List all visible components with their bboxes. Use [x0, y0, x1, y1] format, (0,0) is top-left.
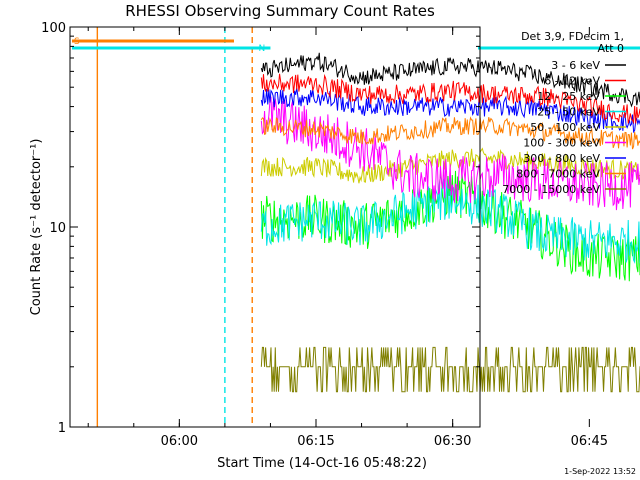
chart-title: RHESSI Observing Summary Count Rates	[125, 2, 435, 20]
legend-label-6: 300 - 800 keV	[523, 152, 600, 165]
legend-label-7: 800 - 7000 keV	[516, 168, 600, 181]
timestamp: 1-Sep-2022 13:52	[564, 467, 636, 476]
series-group	[260, 52, 640, 393]
x-tick-label-0: 06:00	[161, 434, 198, 449]
flag-label-1: N	[258, 44, 265, 54]
legend: 3 - 6 keV 6 - 12 keV 12 - 25 keV 25 - 50 ke…	[502, 59, 626, 196]
legend-label-3: 25 - 50 keV	[537, 106, 600, 119]
legend-label-1: 6 - 12 keV	[544, 75, 600, 88]
legend-header-line2: Att 0	[598, 42, 624, 55]
x-tick-label-2: 06:30	[434, 434, 471, 449]
x-axis-label: Start Time (14-Oct-16 05:48:22)	[217, 456, 427, 471]
legend-label-4: 50 - 100 keV	[530, 121, 600, 134]
y-tick-label-1: 10	[49, 221, 66, 236]
x-tick-label-1: 06:15	[297, 434, 334, 449]
legend-header-line1: Det 3,9, FDecim 1,	[521, 30, 624, 43]
legend-label-0: 3 - 6 keV	[551, 59, 600, 72]
y-tick-label-2: 100	[41, 21, 66, 36]
flag-label-0: S	[74, 37, 80, 47]
legend-label-2: 12 - 25 keV	[537, 90, 600, 103]
marker-lines	[96, 27, 253, 427]
y-axis-label: Count Rate (s⁻¹ detector⁻¹)	[29, 139, 44, 316]
y-tick-label-0: 1	[58, 421, 66, 436]
x-tick-label-3: 06:45	[571, 434, 608, 449]
legend-label-5: 100 - 300 keV	[523, 137, 600, 150]
series-line-7	[260, 116, 640, 150]
series-line-3	[260, 178, 640, 265]
series-line-5	[260, 96, 640, 211]
series-line-1	[260, 73, 640, 125]
flag-bars: SN	[72, 37, 640, 54]
series-line-0	[260, 52, 640, 108]
series-line-8	[260, 346, 640, 393]
legend-label-8: 7000 - 15000 keV	[502, 183, 600, 196]
series-line-6	[260, 87, 640, 134]
